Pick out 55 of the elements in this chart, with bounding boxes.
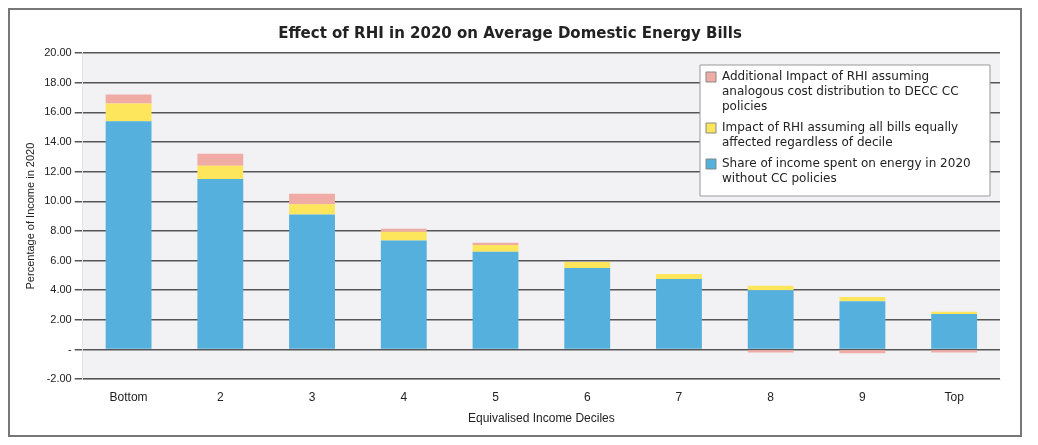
bar — [564, 262, 611, 268]
bar — [839, 301, 886, 349]
bar — [197, 153, 244, 166]
x-tick-label: 5 — [492, 389, 500, 404]
bar — [839, 350, 886, 354]
y-tick-label: 6.00 — [50, 253, 72, 266]
y-tick-label: 20.00 — [44, 46, 72, 59]
bar — [197, 165, 244, 180]
bar — [380, 231, 427, 241]
bar — [105, 103, 152, 122]
chart-title: Effect of RHI in 2020 on Average Domestic Energy Bills — [278, 23, 742, 42]
y-tick-label: - — [68, 342, 73, 355]
bar — [289, 214, 335, 349]
bar — [931, 350, 978, 353]
x-tick-label: 2 — [216, 389, 224, 404]
bar — [747, 285, 794, 291]
bar — [380, 240, 427, 349]
x-tick-label: 8 — [767, 389, 775, 404]
bar — [472, 245, 519, 252]
y-tick-label: -2.00 — [46, 372, 72, 385]
bar — [839, 296, 886, 302]
bar — [656, 279, 702, 349]
x-tick-label: 6 — [583, 389, 591, 404]
x-tick-label: 7 — [675, 389, 683, 404]
y-tick-label: 18.00 — [44, 75, 72, 88]
x-tick-label: 3 — [308, 389, 316, 404]
legend-label: Additional Impact of RHI assuming analogous cost distribution to DECC CC policies — [722, 69, 959, 114]
x-tick-label: Bottom — [109, 389, 148, 404]
x-tick-label: 9 — [859, 389, 867, 404]
bar — [197, 179, 244, 349]
bar — [472, 251, 519, 349]
x-tick-label: 4 — [400, 389, 408, 404]
bar — [105, 121, 152, 349]
y-tick-label: 10.00 — [44, 194, 72, 207]
y-tick-label: 14.00 — [44, 134, 72, 147]
bar — [656, 273, 702, 280]
y-tick-label: 4.00 — [50, 283, 72, 296]
y-axis-title: Percentage of Income in 2020 — [23, 142, 36, 290]
bar — [289, 204, 335, 215]
x-axis-title: Equivalised Income Deciles — [467, 411, 615, 426]
bar — [747, 350, 794, 353]
bar — [380, 228, 427, 232]
y-tick-label: 2.00 — [50, 312, 72, 325]
legend-label: Impact of RHI assuming all bills equally affected regardless of decile — [722, 120, 959, 150]
y-tick-label: 16.00 — [44, 105, 72, 118]
y-tick-label: 8.00 — [50, 223, 72, 236]
bar — [931, 313, 978, 349]
bar — [289, 193, 335, 205]
legend-label: Share of income spent on energy in 2020 without CC policies — [722, 156, 971, 186]
bar — [564, 268, 611, 349]
bar — [931, 311, 978, 314]
y-tick-label: 12.00 — [44, 164, 72, 177]
bar — [105, 94, 152, 104]
bar — [747, 290, 794, 349]
x-tick-label: Top — [944, 389, 965, 404]
